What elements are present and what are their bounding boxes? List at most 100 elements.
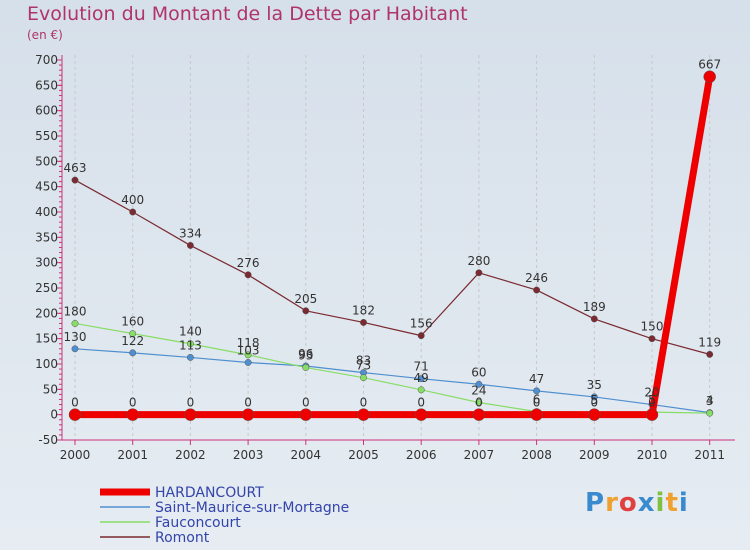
logo-letter: i [678,488,689,518]
logo-letter: P [585,488,606,518]
data-point-saint_maurice [129,349,137,357]
data-point-hardancourt [299,408,313,421]
data-label-romont: 182 [352,303,375,317]
logo-letter: t [665,488,679,518]
data-label-hardancourt: 0 [417,396,425,410]
data-point-romont [533,286,541,294]
x-tick-label: 2009 [579,448,610,462]
data-label-fauconcourt: 5 [648,393,656,407]
x-tick-label: 2008 [521,448,552,462]
data-point-saint_maurice [475,380,483,388]
data-point-fauconcourt [417,386,425,394]
y-tick-label: 300 [35,256,58,270]
data-label-fauconcourt: 49 [414,371,429,385]
data-point-hardancourt [241,408,255,421]
data-label-romont: 463 [64,161,87,175]
data-point-fauconcourt [475,399,483,406]
data-point-romont [302,307,310,315]
proxiti-logo: Proxiti [585,488,689,518]
logo-letter: x [637,488,656,518]
data-point-fauconcourt [186,340,194,348]
data-label-saint_maurice: 83 [356,354,371,368]
data-label-romont: 280 [467,254,490,268]
y-tick-label: 100 [35,357,58,371]
data-point-romont [244,271,252,279]
data-label-fauconcourt: 140 [179,325,202,339]
legend-label-fauconcourt: Fauconcourt [155,515,241,531]
data-label-romont: 156 [410,317,433,331]
data-point-fauconcourt [360,374,367,382]
data-label-romont: 334 [179,226,202,240]
logo-letter: i [655,488,666,518]
logo-letter: r [605,488,619,518]
x-tick-label: 2001 [117,448,148,462]
y-tick-label: -50 [38,433,58,447]
y-tick-label: 150 [35,332,58,346]
data-label-saint_maurice: 122 [121,334,144,348]
data-point-romont [360,319,367,326]
chart-title: Evolution du Montant de la Dette par Hab… [27,3,468,25]
y-tick-label: 200 [35,306,58,320]
logo-letter: o [618,488,638,518]
data-point-fauconcourt [129,330,137,338]
data-label-saint_maurice: 4 [706,394,714,408]
y-tick-label: 50 [43,382,58,396]
data-label-hardancourt: 0 [129,396,137,410]
data-label-romont: 400 [121,193,144,207]
data-point-saint_maurice [417,375,425,383]
y-tick-label: 400 [35,205,58,219]
data-point-romont [648,335,656,343]
data-label-saint_maurice: 35 [587,378,602,392]
x-tick-label: 2005 [348,448,379,462]
data-label-saint_maurice: 130 [64,330,87,344]
data-point-saint_maurice [590,393,598,401]
data-label-romont: 119 [698,335,721,349]
data-label-saint_maurice: 96 [298,347,313,361]
y-tick-label: 250 [35,281,58,295]
data-point-hardancourt [414,408,428,421]
data-point-hardancourt [530,408,543,421]
legend-label-romont: Romont [155,530,210,546]
data-point-hardancourt [184,408,197,421]
y-tick-label: 0 [50,408,58,422]
x-tick-label: 2002 [175,448,206,462]
y-tick-label: 500 [35,154,58,168]
data-label-romont: 246 [525,271,548,285]
data-point-romont [129,208,137,216]
data-point-fauconcourt [244,351,252,359]
data-point-hardancourt [472,408,486,421]
data-point-saint_maurice [244,359,252,366]
y-tick-label: 550 [35,129,58,143]
data-label-fauconcourt: 160 [121,315,144,329]
series-line-hardancourt [75,76,714,419]
data-label-hardancourt: 0 [648,396,656,410]
data-label-saint_maurice: 20 [644,386,659,400]
x-tick-label: 2003 [233,448,264,462]
x-tick-label: 2010 [637,448,668,462]
data-label-saint_maurice: 60 [471,365,486,379]
chart-subtitle: (en €) [27,28,63,42]
data-point-hardancourt [645,408,659,421]
data-label-fauconcourt: 93 [298,349,313,363]
data-label-hardancourt: 0 [590,396,598,410]
data-label-fauconcourt: 6 [533,393,541,407]
data-point-fauconcourt [302,364,310,371]
legend-label-hardancourt: HARDANCOURT [155,485,264,501]
data-point-saint_maurice [533,387,541,395]
data-point-romont [186,241,194,249]
x-tick-label: 2000 [60,448,91,462]
legend-label-saint_maurice: Saint-Maurice-sur-Mortagne [155,500,349,516]
data-label-fauconcourt: 5 [590,393,598,407]
data-label-fauconcourt: 73 [356,359,371,373]
data-label-romont: 189 [583,300,606,314]
data-point-romont [706,350,714,358]
data-label-romont: 205 [294,292,317,306]
data-label-hardancourt: 0 [244,396,252,410]
data-point-romont [590,315,598,323]
data-label-hardancourt: 0 [533,396,541,410]
data-point-hardancourt [68,408,82,421]
y-tick-label: 450 [35,180,58,194]
data-point-romont [475,269,483,277]
data-label-hardancourt: 0 [475,396,483,410]
